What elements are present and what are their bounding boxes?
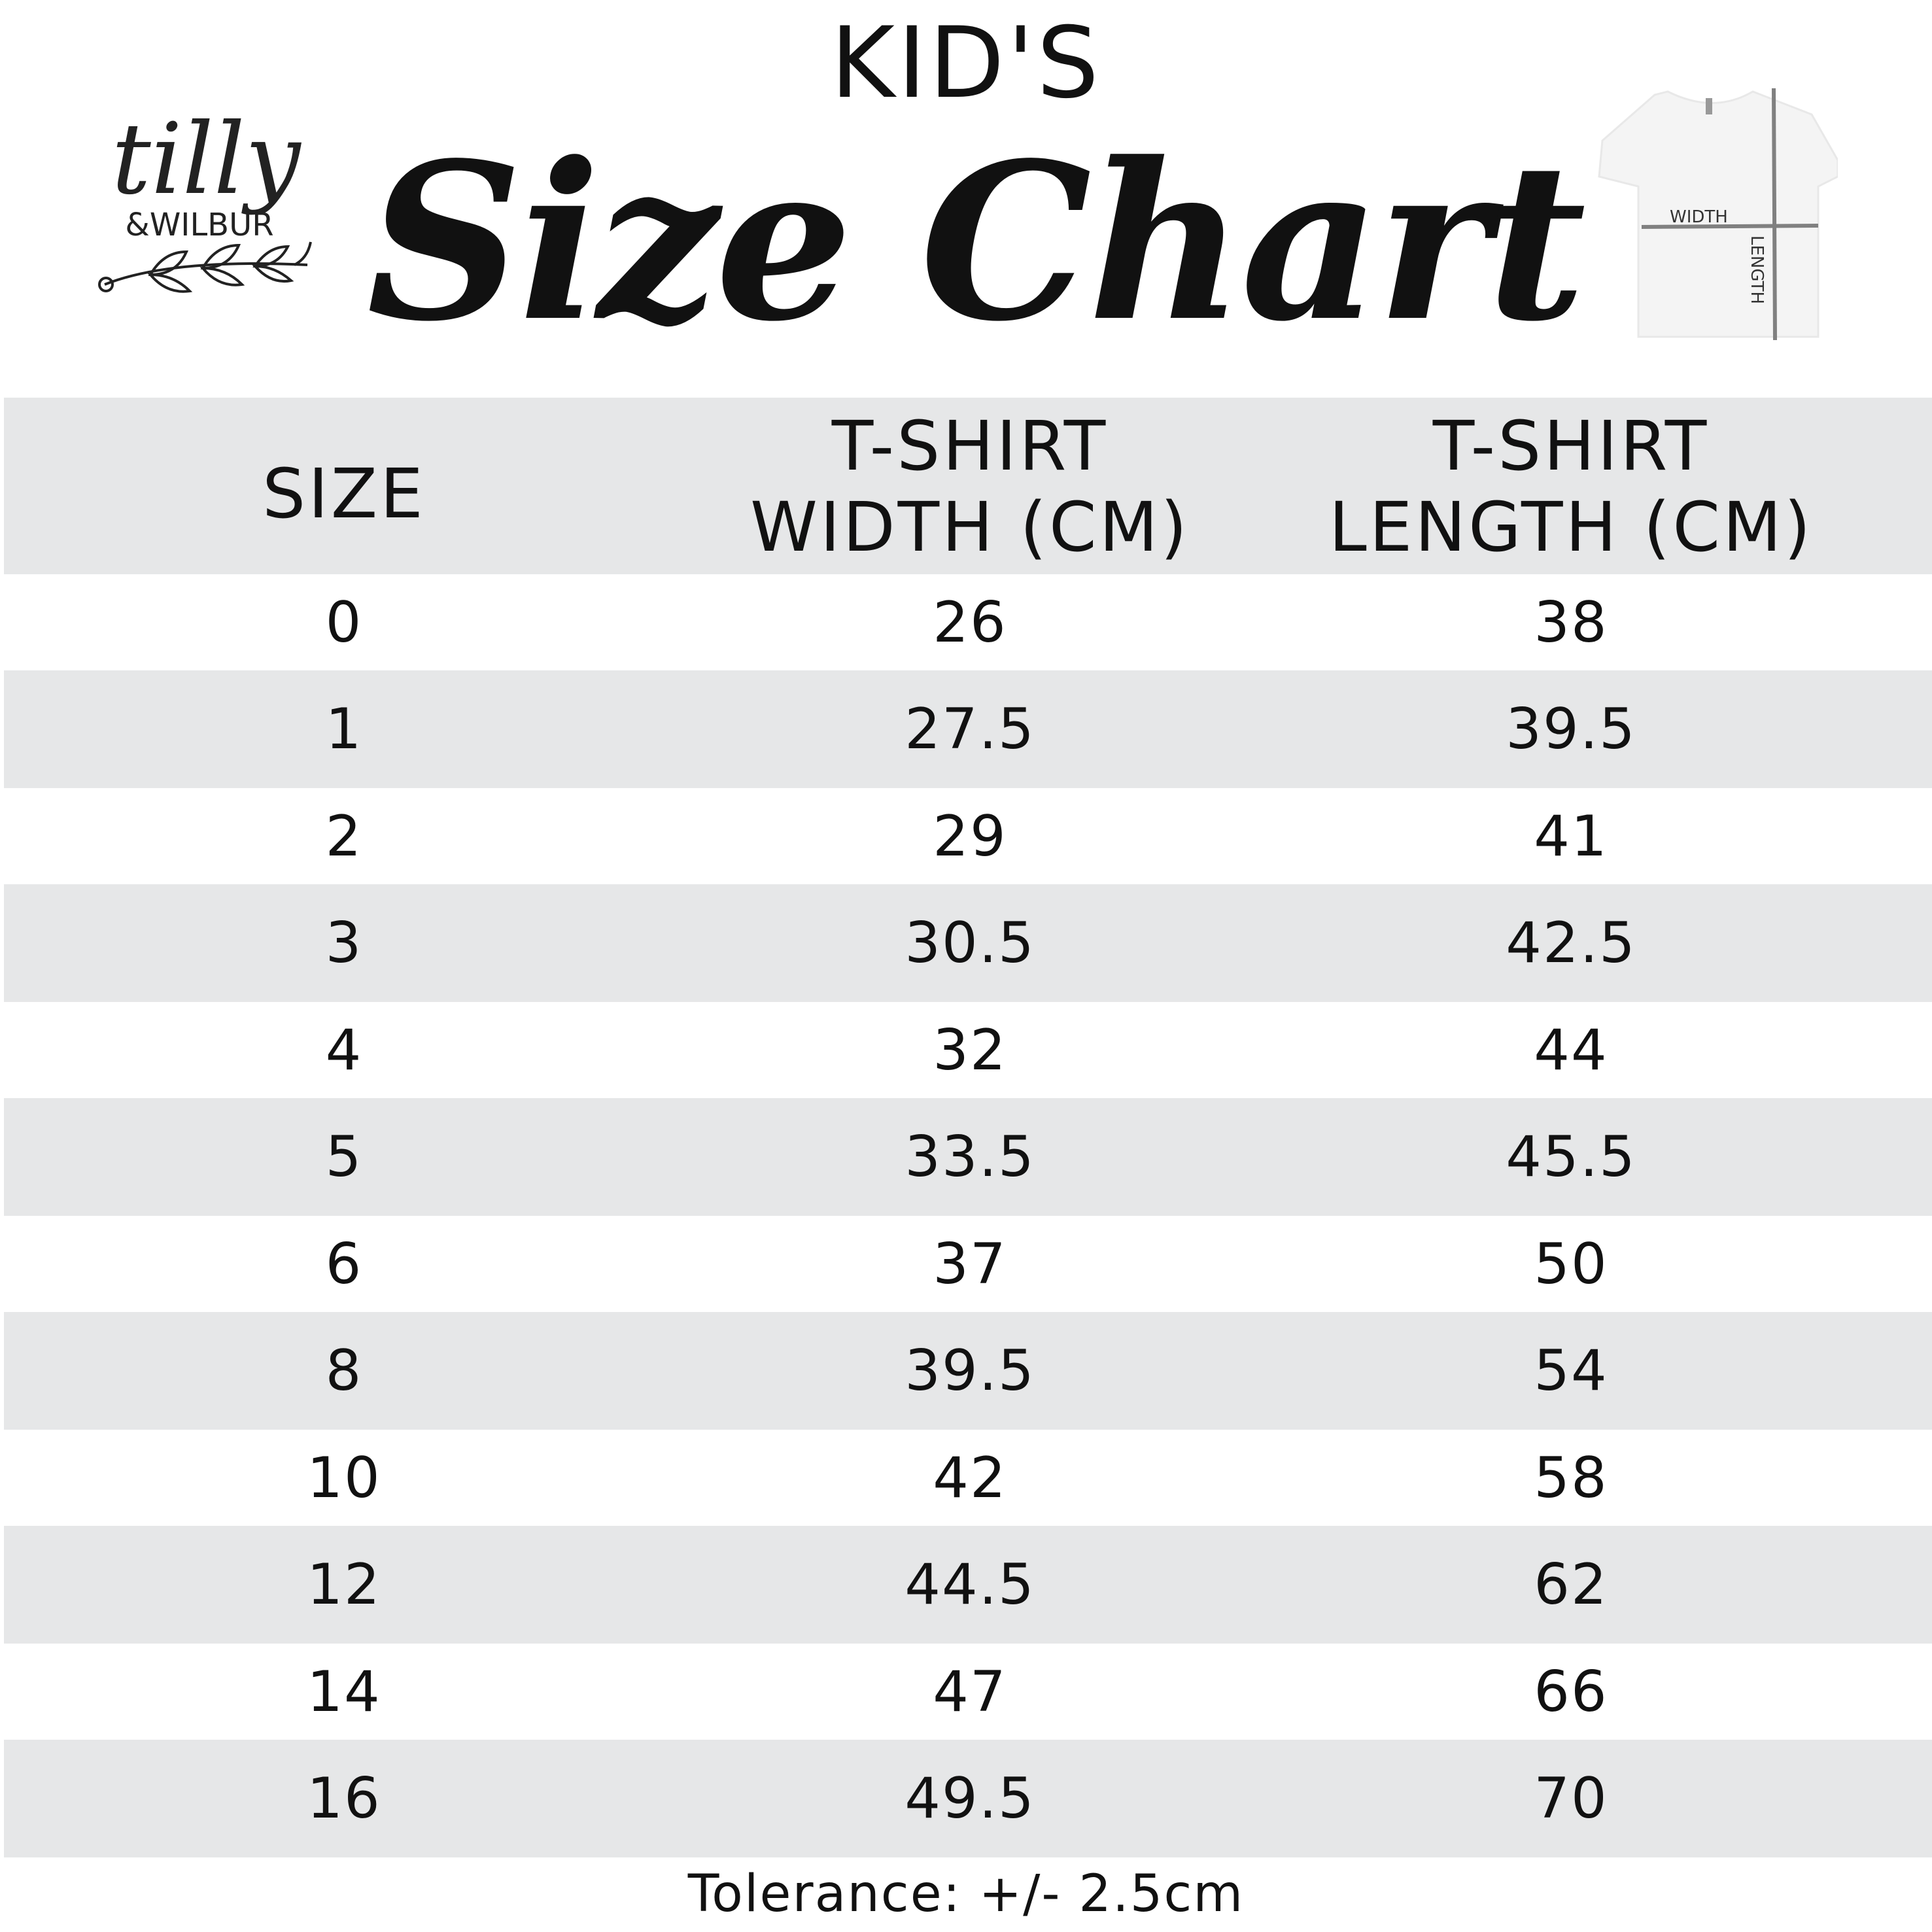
table-row: 16 49.5 70: [4, 1740, 1932, 1857]
width-cell: 37: [933, 1231, 1007, 1297]
size-cell: 10: [307, 1445, 381, 1511]
column-header-length-line2: LENGTH (CM): [1328, 487, 1814, 567]
column-header-length-line1: T-SHIRT: [1432, 406, 1710, 486]
table-row: 14 47 66: [4, 1644, 1932, 1740]
size-cell: 8: [325, 1338, 363, 1404]
width-cell: 44.5: [905, 1552, 1035, 1617]
size-cell: 16: [307, 1766, 381, 1831]
table-row: 1 27.5 39.5: [4, 670, 1932, 788]
size-cell: 12: [307, 1552, 381, 1617]
table-row: 5 33.5 45.5: [4, 1098, 1932, 1216]
width-cell: 42: [933, 1445, 1007, 1511]
width-cell: 47: [933, 1659, 1007, 1725]
tshirt-measurement-diagram: WIDTH LENGTH: [1598, 88, 1838, 341]
width-cell: 33.5: [905, 1124, 1035, 1190]
length-cell: 54: [1534, 1338, 1608, 1404]
width-cell: 39.5: [905, 1338, 1035, 1404]
length-cell: 66: [1534, 1659, 1608, 1725]
length-cell: 38: [1534, 589, 1608, 655]
width-label: WIDTH: [1670, 207, 1728, 227]
size-cell: 6: [325, 1231, 363, 1297]
table-row: 6 37 50: [4, 1216, 1932, 1312]
table-row: 0 26 38: [4, 574, 1932, 670]
column-header-size: SIZE: [262, 454, 426, 534]
svg-text:&WILBUR: &WILBUR: [125, 207, 273, 243]
size-cell: 4: [325, 1017, 363, 1083]
width-cell: 49.5: [905, 1766, 1035, 1831]
column-header-width-line2: WIDTH (CM): [750, 487, 1190, 567]
table-row: 2 29 41: [4, 788, 1932, 884]
width-cell: 26: [933, 589, 1007, 655]
table-row: 4 32 44: [4, 1002, 1932, 1098]
table-header: SIZE T-SHIRT WIDTH (CM) T-SHIRT LENGTH (…: [4, 398, 1932, 574]
size-cell: 0: [325, 589, 363, 655]
table-row: 12 44.5 62: [4, 1526, 1932, 1644]
size-cell: 2: [325, 803, 363, 869]
brand-logo: tilly &WILBUR: [98, 103, 312, 293]
length-cell: 39.5: [1506, 697, 1636, 762]
length-cell: 70: [1534, 1766, 1608, 1831]
width-cell: 32: [933, 1017, 1007, 1083]
table-row: 8 39.5 54: [4, 1312, 1932, 1430]
length-cell: 45.5: [1506, 1124, 1636, 1190]
subtitle-kids: KID'S: [830, 7, 1102, 120]
page-title: Size Chart: [366, 115, 1587, 369]
length-cell: 42.5: [1506, 910, 1636, 976]
length-label: LENGTH: [1747, 235, 1767, 304]
size-cell: 14: [307, 1659, 381, 1725]
size-cell: 1: [325, 697, 363, 762]
size-cell: 3: [325, 910, 363, 976]
width-cell: 30.5: [905, 910, 1035, 976]
width-cell: 29: [933, 803, 1007, 869]
svg-text:tilly: tilly: [112, 103, 302, 216]
column-header-width-line1: T-SHIRT: [831, 406, 1109, 486]
length-cell: 58: [1534, 1445, 1608, 1511]
length-cell: 50: [1534, 1231, 1608, 1297]
length-cell: 62: [1534, 1552, 1608, 1617]
width-cell: 27.5: [905, 697, 1035, 762]
table-row: 10 42 58: [4, 1430, 1932, 1526]
table-row: 3 30.5 42.5: [4, 884, 1932, 1002]
length-cell: 41: [1534, 803, 1608, 869]
length-cell: 44: [1534, 1017, 1608, 1083]
tolerance-note: Tolerance: +/- 2.5cm: [687, 1865, 1245, 1923]
size-cell: 5: [325, 1124, 363, 1190]
